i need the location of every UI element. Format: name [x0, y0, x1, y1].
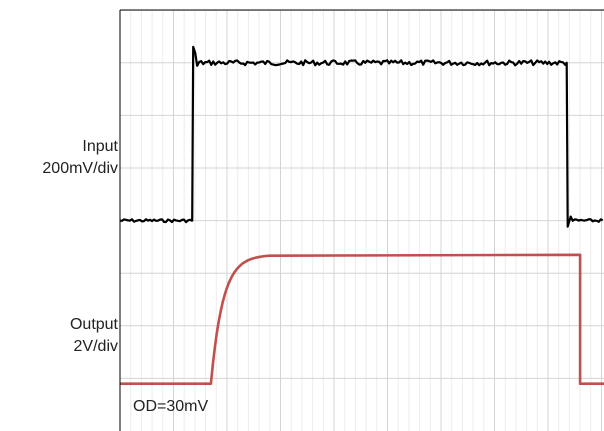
overdrive-annotation: OD=30mV [133, 398, 209, 415]
output-trace [120, 253, 604, 386]
output-channel-label: Output 2V/div [70, 314, 118, 358]
input-channel-label: Input 200mV/div [42, 136, 118, 180]
input-trace [119, 45, 604, 228]
input-channel-name: Input [82, 138, 118, 155]
input-channel-scale: 200mV/div [42, 160, 118, 177]
output-channel-name: Output [69, 316, 118, 333]
output-channel-scale: 2V/div [73, 338, 118, 355]
traces [119, 45, 604, 386]
